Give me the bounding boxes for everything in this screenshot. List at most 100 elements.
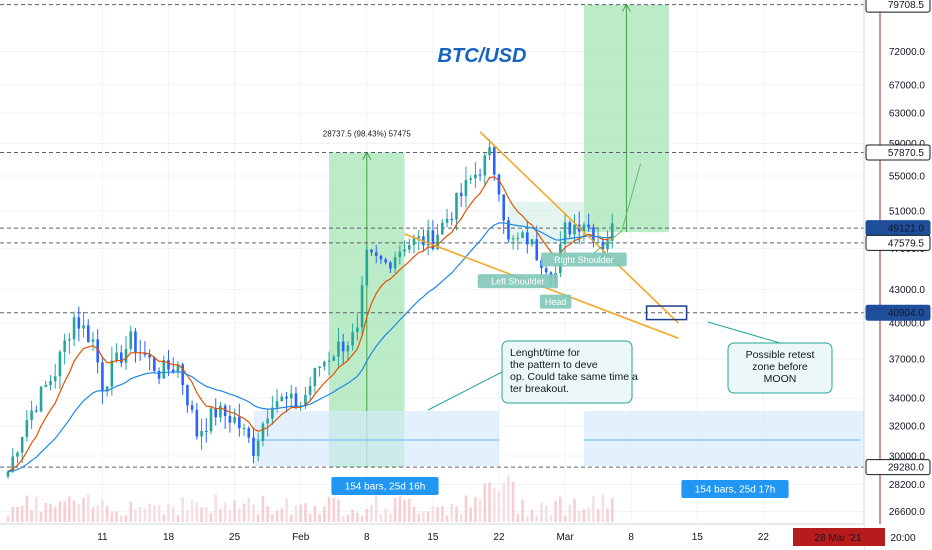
volume-bar (455, 506, 458, 522)
candle-body (526, 232, 529, 245)
volume-bar (526, 515, 529, 522)
volume-bar (110, 512, 114, 522)
candle-body (497, 174, 501, 195)
candle-body (271, 407, 274, 419)
projected-path[interactable] (593, 163, 642, 254)
volume-bar (407, 498, 411, 522)
price-level-tag[interactable]: 47579.5 (888, 238, 925, 249)
price-tick-label: 43000.0 (889, 285, 926, 296)
current-date-tag-bg[interactable] (793, 528, 885, 546)
volume-bar (68, 496, 71, 522)
volume-bar (563, 515, 567, 522)
pattern-time-callout-box[interactable] (501, 340, 633, 404)
price-level-tag[interactable]: 49121.0 (888, 224, 925, 235)
volume-bar (478, 498, 482, 522)
volume-bar (186, 509, 189, 522)
retest-callout-line: MOON (764, 373, 797, 385)
price-tick-label: 55000.0 (889, 171, 926, 182)
volume-bar (247, 497, 251, 522)
volume-bar (502, 482, 505, 522)
price-tick-label: 40000.0 (889, 319, 926, 330)
candle-body (407, 245, 411, 250)
candle-body (63, 340, 66, 352)
volume-bar (332, 497, 336, 522)
volume-bar (337, 499, 340, 522)
bar-count-badge-2[interactable]: 154 bars, 25d 17h (695, 485, 776, 496)
candle-body (124, 348, 128, 363)
volume-bar (77, 504, 81, 522)
volume-bar (587, 507, 590, 522)
price-level-tag[interactable]: 57870.5 (888, 148, 925, 159)
volume-bar (577, 510, 581, 522)
volume-bar (540, 502, 543, 522)
volume-bar (610, 498, 614, 522)
left-shoulder-label[interactable]: Left Shoulder (491, 277, 545, 287)
pattern-time-callout-line: Lenght/time for (510, 347, 581, 359)
price-tick-label: 67000.0 (889, 80, 926, 91)
candle-body (25, 420, 29, 437)
volume-bar (6, 515, 10, 522)
volume-bar (398, 496, 402, 522)
price-level-tag-bg[interactable] (865, 234, 931, 251)
volume-bar (568, 504, 572, 522)
ema-fast-line (7, 176, 613, 473)
price-level-tag-bg[interactable] (865, 304, 931, 321)
candle-body (20, 436, 24, 453)
volume-bar (422, 511, 425, 522)
volume-bar (403, 499, 406, 522)
time-tick-label: 18 (163, 532, 175, 543)
moving-averages (7, 176, 613, 473)
candle-body (214, 408, 218, 418)
current-time-tag[interactable]: 20:00 (890, 533, 915, 544)
candle-body (68, 339, 71, 341)
candle-body (120, 352, 123, 363)
candle-body (360, 285, 364, 328)
candle-body (129, 331, 133, 349)
retest-callout-box[interactable] (727, 342, 833, 394)
price-level-tag-bg[interactable] (865, 459, 931, 476)
candle-body (351, 332, 354, 346)
time-axis[interactable]: 11 18 25 Feb 8 15 22 Mar 8 15 22 28 Mar '21 20:00 (0, 523, 916, 550)
measure-feb-label[interactable]: 28737.5 (98.43%) 57475 (323, 129, 412, 138)
current-date-tag[interactable]: 28 Mar '21 (815, 533, 862, 544)
price-level-tag[interactable]: 79708.5 (888, 0, 925, 11)
volume-bar (44, 502, 48, 522)
volume-bar (153, 505, 156, 522)
volume-bar (544, 505, 548, 522)
bar-count-badge-1[interactable]: 154 bars, 25d 16h (345, 482, 426, 493)
volume-bar (492, 487, 496, 522)
price-level-tag-bg[interactable] (865, 144, 931, 161)
volume-bar (238, 508, 241, 522)
volume-bar (426, 511, 430, 522)
volume-bar (30, 510, 33, 522)
drawing-annotations[interactable]: 28737.5 (98.43%) 5747530868.0 (63.45%) 6… (323, 0, 833, 498)
retest-zone-box[interactable] (645, 305, 688, 321)
price-level-tag[interactable]: 40904.0 (888, 308, 925, 319)
candle-body (11, 456, 15, 472)
head-label[interactable]: Head (545, 297, 567, 307)
price-level-tag[interactable]: 29280.0 (888, 463, 925, 474)
left-shoulder-label-bg (477, 274, 558, 289)
candlestick-series (6, 139, 614, 479)
time-tick-label: 22 (758, 532, 770, 543)
volume-bar (271, 514, 274, 522)
volume-bar (200, 507, 203, 522)
candle-body (266, 418, 269, 424)
candle-body (436, 234, 439, 250)
candle-body (346, 345, 350, 352)
price-axis[interactable]: 26600.0 28200.0 30000.0 32000.0 34000.0 37000… (863, 0, 932, 550)
right-shoulder-label[interactable]: Right Shoulder (554, 255, 614, 265)
volume-bar (209, 513, 213, 522)
volume-bar (289, 514, 293, 522)
head-label-bg (539, 294, 572, 309)
pattern-time-callout-line: ter breakout. (510, 383, 569, 395)
candle-body (455, 192, 458, 220)
candle-body (44, 385, 48, 387)
volume-bar (596, 509, 600, 522)
candle-body (39, 386, 43, 412)
price-level-tag-bg[interactable] (865, 0, 931, 13)
candle-body (72, 317, 76, 340)
wedge-upper-line[interactable] (479, 131, 679, 324)
candle-body (507, 220, 510, 240)
